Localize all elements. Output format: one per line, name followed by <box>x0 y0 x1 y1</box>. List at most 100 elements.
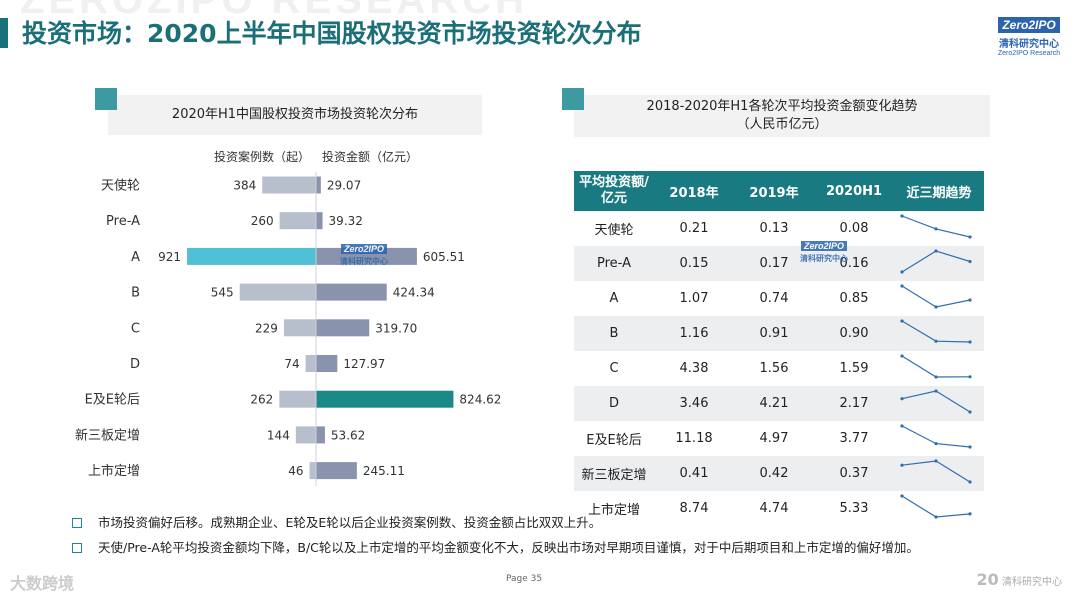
trend-sparkline <box>900 319 972 344</box>
conclusion-text: 天使/Pre-A轮平均投资金额均下降，B/C轮以及上市定增的平均金额变化不大，反… <box>98 540 919 555</box>
label-amount: 29.07 <box>327 179 361 193</box>
trend-point <box>968 298 972 302</box>
conclusion-text: 市场投资偏好后移。成熟期企业、E轮及E轮以后企业投资案例数、投资金额占比双双上升… <box>98 515 602 530</box>
label-cases: 262 <box>250 393 273 407</box>
row-label: 上市定增 <box>587 503 640 518</box>
trend-point <box>900 494 904 498</box>
trend-line <box>901 320 971 343</box>
bar-amount <box>316 212 323 230</box>
label-amount: 127.97 <box>343 357 385 371</box>
trend-line <box>901 285 971 308</box>
trend-point <box>934 249 938 253</box>
cell-2019: 4.97 <box>759 431 789 446</box>
cell-2019: 0.74 <box>759 291 789 306</box>
bar-cases <box>262 176 316 194</box>
trend-point <box>934 375 938 379</box>
trend-point <box>900 319 904 323</box>
left-panel-marker <box>95 88 117 110</box>
cell-2018: 1.07 <box>679 291 709 306</box>
bar-amount <box>316 426 325 444</box>
trend-line <box>901 460 971 483</box>
right-panel-title-line1: 2018-2020年H1各轮次平均投资金额变化趋势 <box>646 99 918 114</box>
row-label: 新三板定增 <box>574 456 654 491</box>
trend-sparkline <box>900 424 972 449</box>
page-title: 投资市场：2020上半年中国股权投资市场投资轮次分布 <box>22 19 642 48</box>
bar-cases <box>279 390 316 408</box>
bar-amount <box>316 390 454 408</box>
cell-2020h1: 0.37 <box>814 456 894 491</box>
table-row: E及E轮后 11.18 4.97 3.77 <box>574 421 984 456</box>
left-panel-header <box>108 95 482 135</box>
trend-point <box>968 375 972 379</box>
title-accent-bar <box>0 18 8 48</box>
trend-cell <box>894 316 984 351</box>
trend-cell <box>894 211 984 246</box>
category-label: E及E轮后 <box>85 393 140 408</box>
logo-mark: Zero2IPO <box>998 17 1060 33</box>
table-row: B 1.16 0.91 0.90 <box>574 316 984 351</box>
avg-investment-table: 平均投资额/ 亿元 2018年 2019年 2020H1 近三期趋势 天使轮 0.… <box>574 171 984 526</box>
label-cases: 46 <box>288 464 303 478</box>
trend-point <box>900 284 904 288</box>
bar-cases <box>187 247 316 265</box>
category-label: 上市定增 <box>88 463 140 479</box>
bar-amount <box>316 176 321 194</box>
trend-cell <box>894 421 984 456</box>
trend-point <box>968 340 972 344</box>
row-label: D <box>574 386 654 421</box>
cell-2019: 0.13 <box>759 221 789 236</box>
trend-line <box>901 250 971 273</box>
label-amount: 245.11 <box>363 464 405 478</box>
trend-point <box>934 442 938 446</box>
bar-cases <box>283 319 316 337</box>
background-watermark: ZEROZIPO RESEARCH <box>20 0 529 22</box>
category-label: D <box>130 357 140 372</box>
category-label: C <box>131 321 140 336</box>
table-header-2019: 2019年 <box>734 171 814 211</box>
footer-mark: 20 <box>976 570 999 589</box>
left-panel-title: 2020年H1中国股权投资市场投资轮次分布 <box>171 107 419 122</box>
trend-point <box>900 270 904 274</box>
bar-amount <box>316 355 338 372</box>
trend-point <box>934 339 938 343</box>
cell-2018: 8.74 <box>679 501 709 516</box>
chart-watermark-cn: 清科研究中心 <box>340 257 388 266</box>
bar-cases <box>309 462 316 480</box>
cell-2018: 1.16 <box>654 316 734 351</box>
trend-point <box>934 389 938 393</box>
trend-sparkline <box>900 214 972 239</box>
table-row: 上市定增 8.74 4.74 5.33 <box>574 491 984 526</box>
label-amount: 424.34 <box>393 286 435 300</box>
series-header-cases: 投资案例数（起） <box>214 149 310 164</box>
table-header-row: 平均投资额/ 亿元 2018年 2019年 2020H1 近三期趋势 <box>574 171 984 211</box>
zero2ipo-logo: Zero2IPO 清科研究中心 Zero2IPO Research <box>994 14 1064 57</box>
label-amount: 605.51 <box>423 250 465 264</box>
category-label: A <box>131 250 140 265</box>
conclusion-item: 市场投资偏好后移。成熟期企业、E轮及E轮以后企业投资案例数、投资金额占比双双上升… <box>72 514 919 539</box>
cell-2020h1: 3.77 <box>839 431 869 446</box>
trend-point <box>968 445 972 449</box>
category-label: 天使轮 <box>101 178 140 194</box>
trend-point <box>968 259 972 264</box>
row-label: 天使轮 <box>594 223 634 238</box>
trend-cell <box>894 491 984 526</box>
chart-watermark: Zero2IPO 清科研究中心 <box>340 237 388 267</box>
row-label: E及E轮后 <box>586 433 642 448</box>
table-watermark-mark: Zero2IPO <box>800 241 847 251</box>
trend-cell <box>894 351 984 386</box>
cell-2019: 0.42 <box>734 456 814 491</box>
bar-cases <box>279 212 316 230</box>
category-label: Pre-A <box>106 214 140 229</box>
cell-2020h1: 0.16 <box>814 246 894 281</box>
trend-sparkline <box>900 249 972 274</box>
table-row: D 3.46 4.21 2.17 <box>574 386 984 421</box>
page-number: Page 35 <box>506 574 543 584</box>
conclusion-list: 市场投资偏好后移。成熟期企业、E轮及E轮以后企业投资案例数、投资金额占比双双上升… <box>72 514 919 564</box>
bar-amount <box>316 319 370 337</box>
label-amount: 53.62 <box>331 428 365 442</box>
right-panel-title: 2018-2020年H1各轮次平均投资金额变化趋势 （人民币亿元） <box>574 98 990 134</box>
label-cases: 229 <box>255 321 278 335</box>
cell-2018: 0.41 <box>654 456 734 491</box>
category-label: 新三板定增 <box>75 427 140 443</box>
trend-cell <box>894 456 984 491</box>
